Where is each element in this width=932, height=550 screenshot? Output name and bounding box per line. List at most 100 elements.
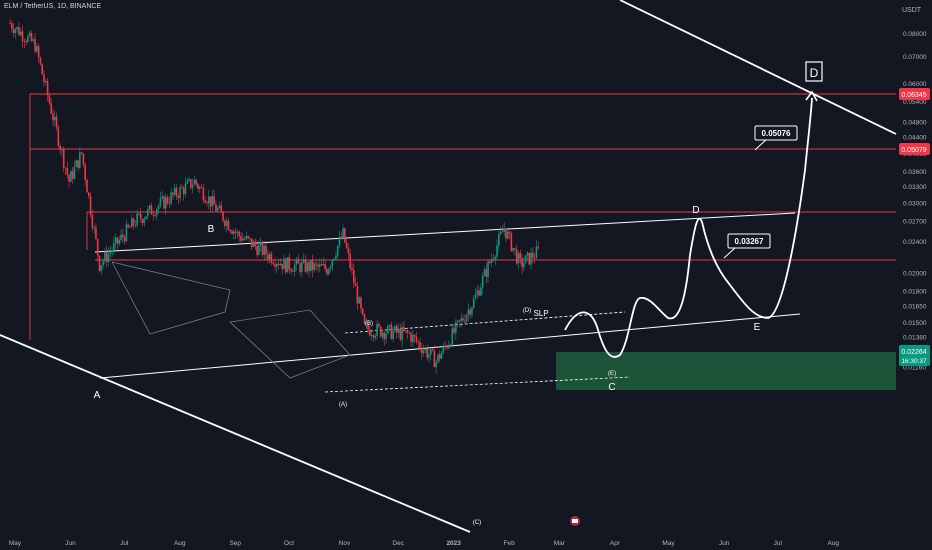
candle-body: [86, 179, 88, 193]
candle-body: [39, 57, 42, 65]
candle-body: [261, 242, 264, 255]
candle-body: [64, 167, 67, 169]
candle-body: [145, 216, 147, 220]
candle-body: [84, 164, 87, 180]
candle-body: [508, 231, 511, 233]
candle-body: [53, 116, 56, 121]
candle-body: [259, 242, 262, 246]
candle-body: [444, 345, 446, 347]
candle-body: [506, 231, 509, 239]
candle-body: [514, 248, 516, 250]
candle-body: [182, 188, 185, 195]
candle-body: [9, 23, 11, 25]
candle-body: [186, 180, 189, 184]
candle-body: [45, 81, 47, 83]
candle-body: [517, 253, 520, 264]
candle-body: [256, 246, 258, 255]
flag-pattern: [229, 309, 351, 379]
candle-body: [23, 41, 26, 42]
candle-body: [331, 259, 334, 267]
candle-body: [70, 171, 72, 182]
time-tick-label: Apr: [610, 540, 621, 547]
candle-body: [469, 309, 471, 315]
candle-body: [55, 116, 58, 128]
candle-body: [408, 333, 411, 334]
wave-label-sub-b: (B): [365, 321, 373, 327]
candle-body: [313, 263, 316, 271]
candle-body: [46, 81, 49, 96]
price-badge-current-label: 0.02264: [901, 349, 926, 356]
candle-body: [113, 242, 115, 251]
candle-body: [413, 334, 416, 337]
upper-diagonal-line: [619, 0, 897, 135]
time-tick-label: Aug: [174, 540, 186, 547]
symbol-legend[interactable]: ELM / TetherUS, 1D, BINANCE: [4, 3, 102, 10]
candle-body: [378, 324, 380, 327]
candle-body: [322, 263, 325, 266]
candle-body: [218, 205, 221, 209]
candle-body: [173, 187, 176, 195]
candle-body: [25, 41, 27, 43]
candle-body: [274, 264, 276, 267]
candle-body: [125, 224, 128, 242]
candle-body: [410, 333, 412, 342]
price-badge-current: 0.02264 16:30:37: [899, 345, 930, 366]
candle-body: [41, 64, 44, 75]
candle-body: [403, 326, 405, 332]
candle-body: [526, 252, 529, 256]
candle-body: [245, 235, 248, 240]
candle-body: [451, 328, 454, 346]
candle-body: [197, 184, 199, 189]
candle-body: [234, 231, 237, 233]
callout-0-03267-label: 0.03267: [735, 237, 764, 246]
candle-body: [447, 344, 450, 349]
candle-body: [204, 200, 206, 203]
candle-body: [12, 28, 15, 33]
wave-label-c: C: [608, 382, 615, 393]
candle-body: [417, 341, 420, 343]
candle-body: [440, 352, 443, 359]
time-scale[interactable]: May Jun Jul Aug Sep Oct Nov Dec 2023 Feb Mar Apr May…: [0, 534, 897, 550]
candle-body: [376, 324, 378, 336]
candle-body: [104, 251, 106, 262]
price-badge-0-05079-label: 0.05079: [901, 147, 926, 154]
candle-body: [392, 331, 394, 339]
candle-body: [206, 202, 208, 204]
candle-body: [277, 263, 280, 266]
candle-body: [95, 227, 97, 239]
candle-body: [365, 323, 368, 325]
price-tick-label: 0.01500: [903, 320, 927, 327]
time-tick-label: Mar: [554, 540, 566, 547]
candle-body: [394, 326, 396, 332]
time-tick-label: May: [662, 540, 675, 547]
candle-body: [498, 233, 500, 246]
candle-body: [211, 195, 214, 207]
candle-body: [10, 23, 13, 29]
candle-body: [297, 258, 300, 264]
candle-body: [213, 195, 215, 205]
candle-body: [467, 309, 470, 315]
candle-body: [109, 252, 112, 254]
time-tick-label: Feb: [504, 540, 516, 547]
candle-body: [73, 166, 76, 179]
price-scale[interactable]: USDT 0.08000 0.07000 0.06000 0.05400 0.04800…: [897, 0, 932, 550]
price-tick-label: 0.02000: [903, 270, 927, 277]
candle-body: [370, 335, 373, 337]
candle-body: [240, 236, 242, 241]
time-tick-label: Dec: [392, 540, 404, 547]
candle-body: [356, 286, 359, 304]
candle-body: [455, 322, 457, 333]
candle-body: [284, 258, 287, 273]
wave-label-sub-d: (D): [523, 308, 531, 314]
candle-body: [52, 113, 54, 121]
demand-zone: [556, 352, 896, 390]
candle-body: [406, 330, 409, 334]
candle-body: [184, 183, 187, 195]
wave-label-a: A: [94, 390, 101, 401]
candle-body: [28, 32, 31, 37]
candle-body: [166, 197, 169, 203]
event-marker-icon[interactable]: [570, 516, 580, 526]
candle-body: [361, 308, 364, 315]
